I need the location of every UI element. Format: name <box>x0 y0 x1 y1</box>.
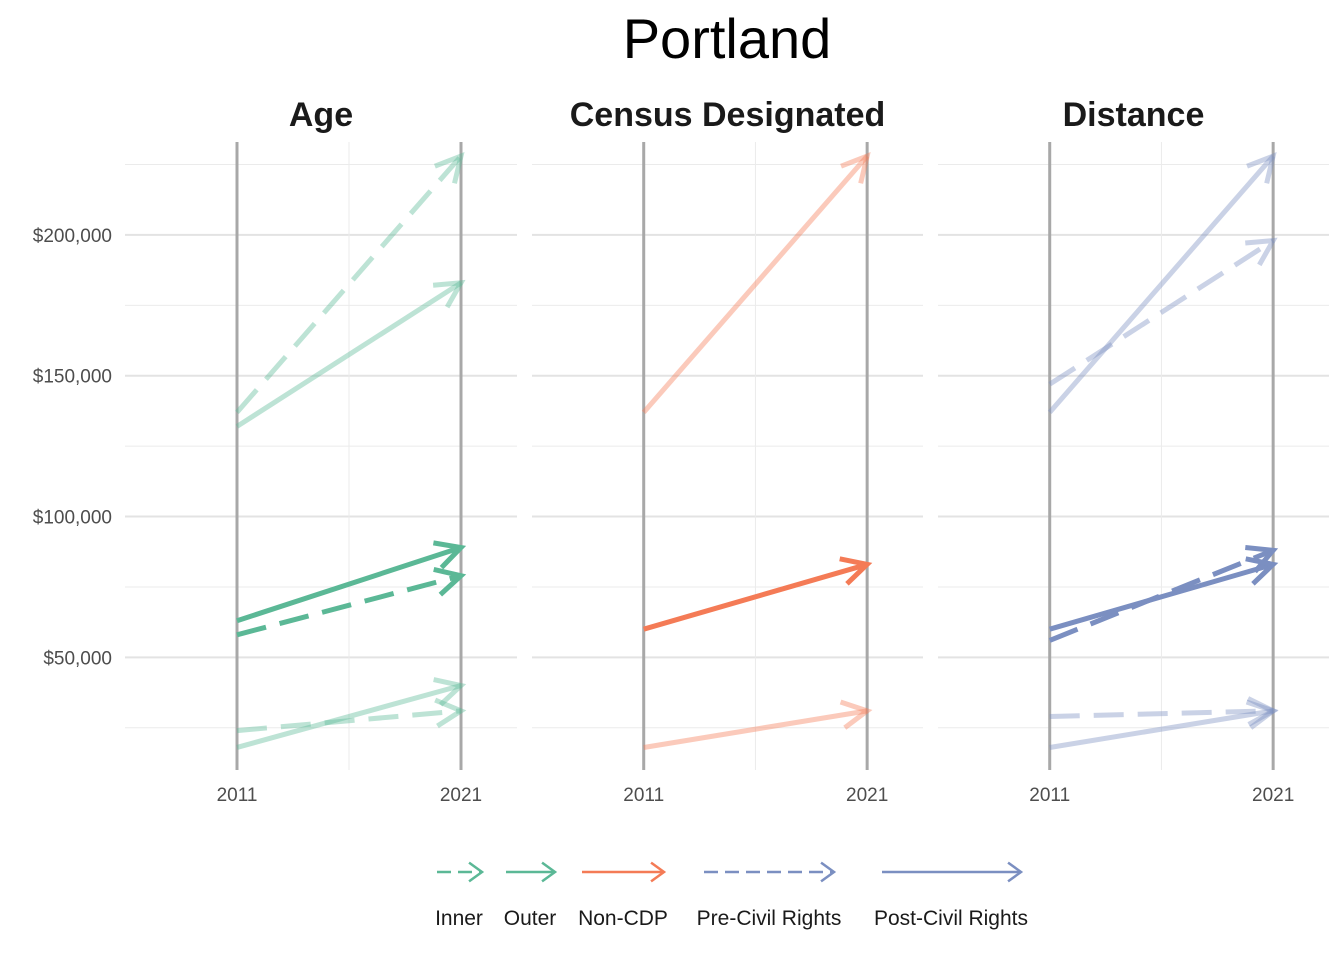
x-tick-label: 2011 <box>217 785 258 806</box>
panel-title: Census Designated <box>570 96 886 134</box>
series-arrowhead <box>1246 152 1277 184</box>
series-line <box>236 545 462 624</box>
series-arrowhead <box>433 566 467 597</box>
series-line <box>236 683 462 750</box>
legend-label: Post-Civil Rights <box>874 907 1028 930</box>
series-line <box>1049 562 1274 632</box>
x-tick-label: 2021 <box>440 785 482 806</box>
series-line <box>235 280 463 429</box>
series-arrowhead <box>839 556 873 586</box>
series-arrowhead <box>434 697 467 729</box>
x-tick-label: 2011 <box>1029 785 1070 806</box>
y-tick-label: $100,000 <box>33 508 112 529</box>
x-tick-label: 2021 <box>846 785 888 806</box>
legend-label: Pre-Civil Rights <box>697 907 842 930</box>
legend-key-arrowhead <box>650 861 667 883</box>
panel-title: Age <box>289 96 353 134</box>
x-tick-label: 2021 <box>1252 785 1294 806</box>
series-arrowhead <box>1245 237 1278 267</box>
x-tick-label: 2011 <box>623 785 664 806</box>
series-line <box>1049 708 1274 750</box>
series-arrowhead <box>1245 699 1279 730</box>
series-arrowhead <box>432 540 467 570</box>
series-arrowhead <box>432 279 466 309</box>
legend-key-arrowhead <box>1007 861 1024 883</box>
series-arrowhead <box>1245 545 1279 574</box>
chart-title: Portland <box>623 7 832 70</box>
series-line <box>1049 708 1274 719</box>
series-line <box>643 708 868 750</box>
legend-label: Inner <box>435 907 483 930</box>
series-arrowhead <box>840 152 871 184</box>
legend-label: Non-CDP <box>578 907 668 930</box>
series-line <box>643 562 868 632</box>
series-arrowhead <box>1246 696 1279 727</box>
y-tick-label: $150,000 <box>33 367 112 388</box>
series-line <box>1047 154 1276 414</box>
series-line <box>236 708 462 734</box>
series-arrowhead <box>433 152 465 184</box>
y-tick-label: $50,000 <box>43 648 112 669</box>
series-arrowhead <box>839 699 873 730</box>
series-line <box>236 573 462 638</box>
legend-key-arrowhead <box>541 861 558 883</box>
legend-label: Outer <box>504 907 557 930</box>
series-line <box>235 154 463 414</box>
series-line <box>641 154 870 414</box>
series-line <box>1048 238 1275 387</box>
y-tick-label: $200,000 <box>33 226 112 247</box>
series-arrowhead <box>1245 556 1279 586</box>
panel-title: Distance <box>1063 96 1205 134</box>
series-line <box>1048 548 1275 643</box>
legend-key-arrowhead <box>820 861 837 883</box>
series-arrowhead <box>433 677 467 707</box>
legend-key-arrowhead <box>468 861 485 883</box>
